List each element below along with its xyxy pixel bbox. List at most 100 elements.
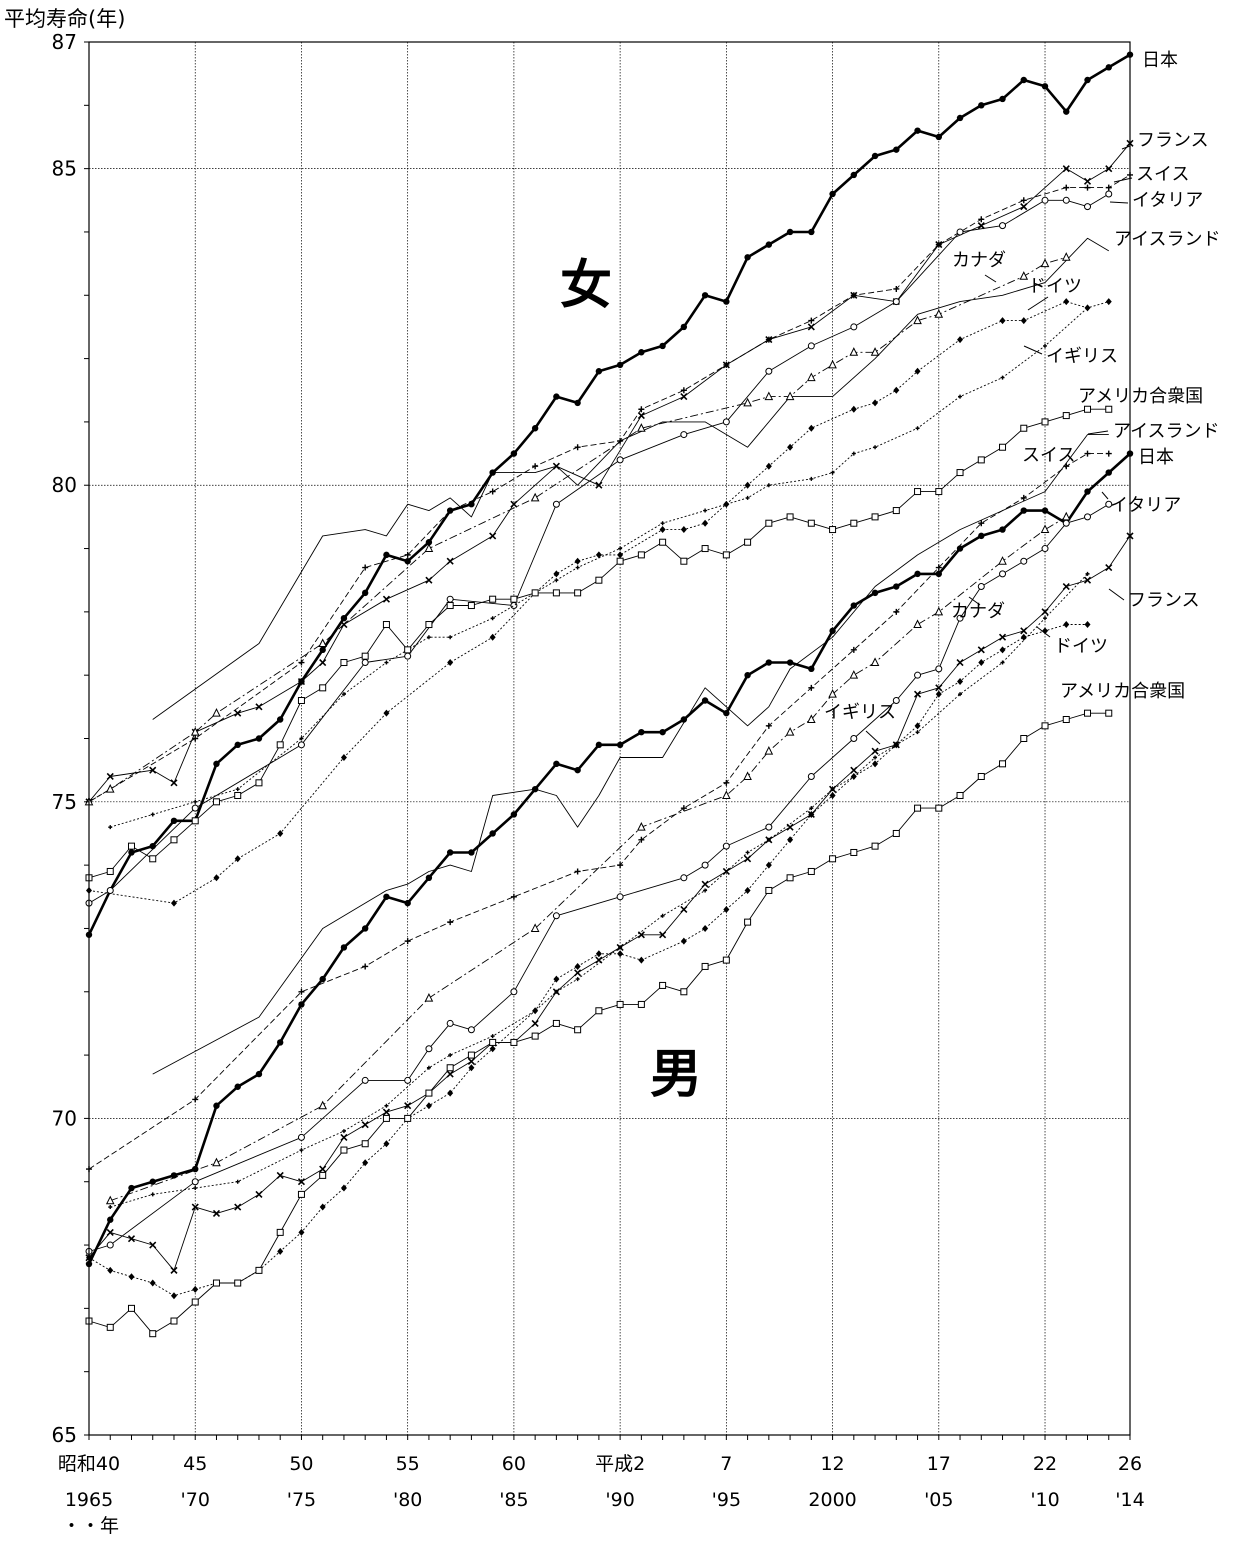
data-point xyxy=(1041,608,1049,616)
data-point xyxy=(871,513,879,521)
data-point xyxy=(765,722,772,729)
data-point xyxy=(128,1273,135,1281)
data-point xyxy=(383,709,390,717)
data-point xyxy=(659,538,667,546)
data-point xyxy=(319,1165,327,1173)
data-point xyxy=(829,526,837,534)
data-point xyxy=(1062,519,1070,527)
data-point xyxy=(448,635,453,640)
series-label: カナダ xyxy=(952,250,1006,271)
series-label: イギリス xyxy=(1046,346,1118,367)
data-point xyxy=(447,659,454,667)
label-leader-line xyxy=(1108,588,1125,601)
data-point xyxy=(765,336,772,343)
data-point xyxy=(467,1057,475,1065)
series-line xyxy=(110,307,1088,828)
data-point xyxy=(914,570,921,578)
series-label: ドイツ xyxy=(1028,276,1082,297)
data-point xyxy=(786,659,794,666)
data-point xyxy=(723,709,730,717)
data-point xyxy=(192,1285,199,1293)
data-point xyxy=(1083,576,1092,584)
data-point xyxy=(212,1157,221,1167)
data-point xyxy=(530,492,540,502)
y-tick-label: 75 xyxy=(52,790,77,814)
data-point xyxy=(552,589,560,597)
data-point xyxy=(914,671,922,679)
data-point xyxy=(510,500,518,508)
data-point xyxy=(446,595,454,603)
data-point xyxy=(956,791,964,799)
data-point xyxy=(785,391,795,401)
data-point xyxy=(1105,190,1113,198)
x-axis-unit-note: ・・年 xyxy=(62,1515,119,1537)
data-point xyxy=(850,292,857,299)
data-point xyxy=(277,716,284,723)
data-point xyxy=(384,1103,389,1108)
data-point xyxy=(829,791,836,799)
data-point xyxy=(660,521,665,526)
data-point xyxy=(873,445,878,450)
data-point xyxy=(872,399,879,407)
data-point xyxy=(361,1121,369,1129)
series-male-イギリス xyxy=(108,571,1090,1210)
data-point xyxy=(212,1209,221,1217)
series-male-カナダ xyxy=(105,511,1071,1205)
data-point xyxy=(703,508,708,513)
data-point xyxy=(956,545,964,552)
data-point xyxy=(1085,305,1090,310)
data-point xyxy=(446,1064,454,1072)
data-point xyxy=(850,323,858,331)
data-point xyxy=(446,1019,454,1027)
series-label: イタリア xyxy=(1132,190,1203,211)
x-tick-label-year: '14 xyxy=(1115,1489,1144,1511)
data-point xyxy=(1041,722,1049,730)
series-label: アイスランド xyxy=(1114,229,1221,250)
data-point xyxy=(448,1053,453,1058)
series-line xyxy=(88,408,1109,879)
data-point xyxy=(108,1205,113,1210)
data-point xyxy=(574,962,581,970)
data-point xyxy=(999,443,1007,451)
data-point xyxy=(382,1108,390,1116)
data-point xyxy=(1020,197,1027,204)
data-point xyxy=(510,893,517,900)
series-line xyxy=(87,452,1131,1265)
data-point xyxy=(850,848,858,856)
data-point xyxy=(999,95,1006,103)
data-point xyxy=(1040,258,1050,268)
series-line xyxy=(110,516,1067,1202)
data-point xyxy=(277,1247,284,1255)
label-leader-line xyxy=(1121,145,1131,150)
data-point xyxy=(425,874,433,881)
data-point xyxy=(659,931,667,939)
data-point xyxy=(915,730,920,735)
x-tick-label-year: 2000 xyxy=(808,1489,856,1511)
data-point xyxy=(297,697,305,705)
data-point xyxy=(680,557,688,565)
data-point xyxy=(1084,184,1091,191)
data-point xyxy=(616,456,624,464)
data-point xyxy=(1041,83,1049,90)
data-point xyxy=(426,635,431,640)
data-point xyxy=(637,1000,645,1008)
series-line xyxy=(88,174,1131,803)
data-point xyxy=(913,690,922,698)
data-point xyxy=(722,551,730,559)
y-tick-label: 85 xyxy=(52,157,77,181)
data-point xyxy=(999,222,1007,230)
data-point xyxy=(531,1032,539,1040)
data-point xyxy=(723,500,730,508)
x-tick-label-era: 22 xyxy=(1033,1453,1057,1475)
data-point xyxy=(935,133,942,141)
data-point xyxy=(149,1178,156,1185)
data-point xyxy=(850,766,858,774)
data-point xyxy=(809,806,814,811)
data-point xyxy=(106,772,114,781)
data-point xyxy=(489,488,496,495)
data-point xyxy=(383,551,390,559)
data-point xyxy=(255,1266,263,1274)
data-point xyxy=(617,950,624,958)
data-point xyxy=(828,689,837,698)
data-point xyxy=(764,391,774,401)
